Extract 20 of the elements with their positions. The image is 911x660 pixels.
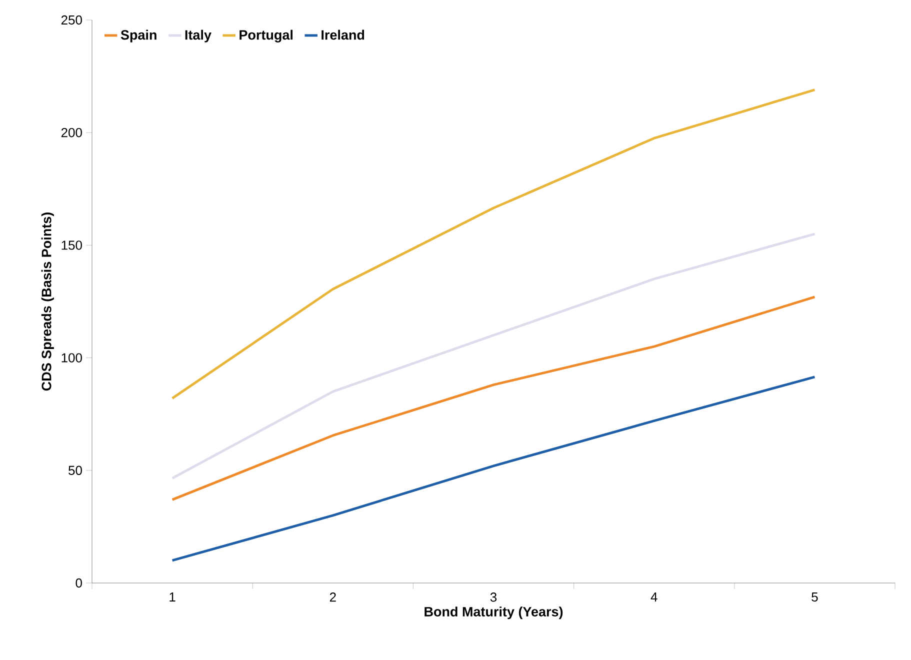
x-tick-label: 4: [650, 592, 658, 602]
x-tick-label: 1: [170, 592, 176, 602]
x-tick-label: 3: [490, 592, 497, 602]
legend-label: Portugal: [240, 30, 293, 42]
y-tick-label: 0: [76, 578, 82, 588]
x-axis-title: Bond Maturity (Years): [424, 606, 563, 620]
x-tick-label: 5: [812, 592, 818, 602]
line-series: [171, 376, 816, 562]
line-series: [171, 88, 816, 400]
y-tick-label: 200: [61, 128, 82, 138]
y-tick-label: 250: [61, 15, 82, 25]
line-series: [171, 296, 816, 501]
legend-label: Ireland: [322, 30, 364, 40]
y-tick-label: 50: [68, 466, 82, 475]
y-axis-title: CDS Spreads (Basis Points): [41, 212, 54, 391]
legend-label: Spain: [120, 30, 156, 42]
legend-label: Italy: [185, 30, 212, 42]
y-tick-label: 150: [62, 240, 82, 250]
y-tick-label: 100: [62, 353, 82, 362]
x-tick-label: 2: [330, 592, 336, 602]
